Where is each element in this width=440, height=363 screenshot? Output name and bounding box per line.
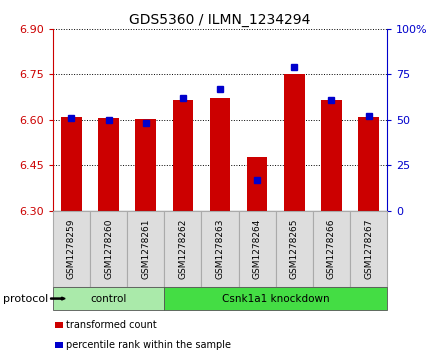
Bar [247,157,268,211]
Text: transformed count: transformed count [66,320,157,330]
Text: GSM1278266: GSM1278266 [327,219,336,279]
Text: GSM1278264: GSM1278264 [253,219,262,279]
Bar [359,117,379,211]
Bar [284,74,304,211]
Title: GDS5360 / ILMN_1234294: GDS5360 / ILMN_1234294 [129,13,311,26]
Text: GSM1278259: GSM1278259 [67,219,76,279]
Bar [210,98,230,211]
Bar [136,119,156,211]
Text: GSM1278265: GSM1278265 [290,219,299,279]
Bar [172,100,193,211]
Bar [321,99,342,211]
Text: GSM1278262: GSM1278262 [178,219,187,279]
Text: Csnk1a1 knockdown: Csnk1a1 knockdown [222,294,330,303]
Text: GSM1278260: GSM1278260 [104,219,113,279]
Text: GSM1278261: GSM1278261 [141,219,150,279]
Text: GSM1278263: GSM1278263 [216,219,224,279]
Bar [98,118,119,211]
Text: control: control [90,294,127,303]
Text: protocol: protocol [3,294,48,303]
Text: GSM1278267: GSM1278267 [364,219,373,279]
Bar [61,117,81,211]
Text: percentile rank within the sample: percentile rank within the sample [66,340,231,350]
